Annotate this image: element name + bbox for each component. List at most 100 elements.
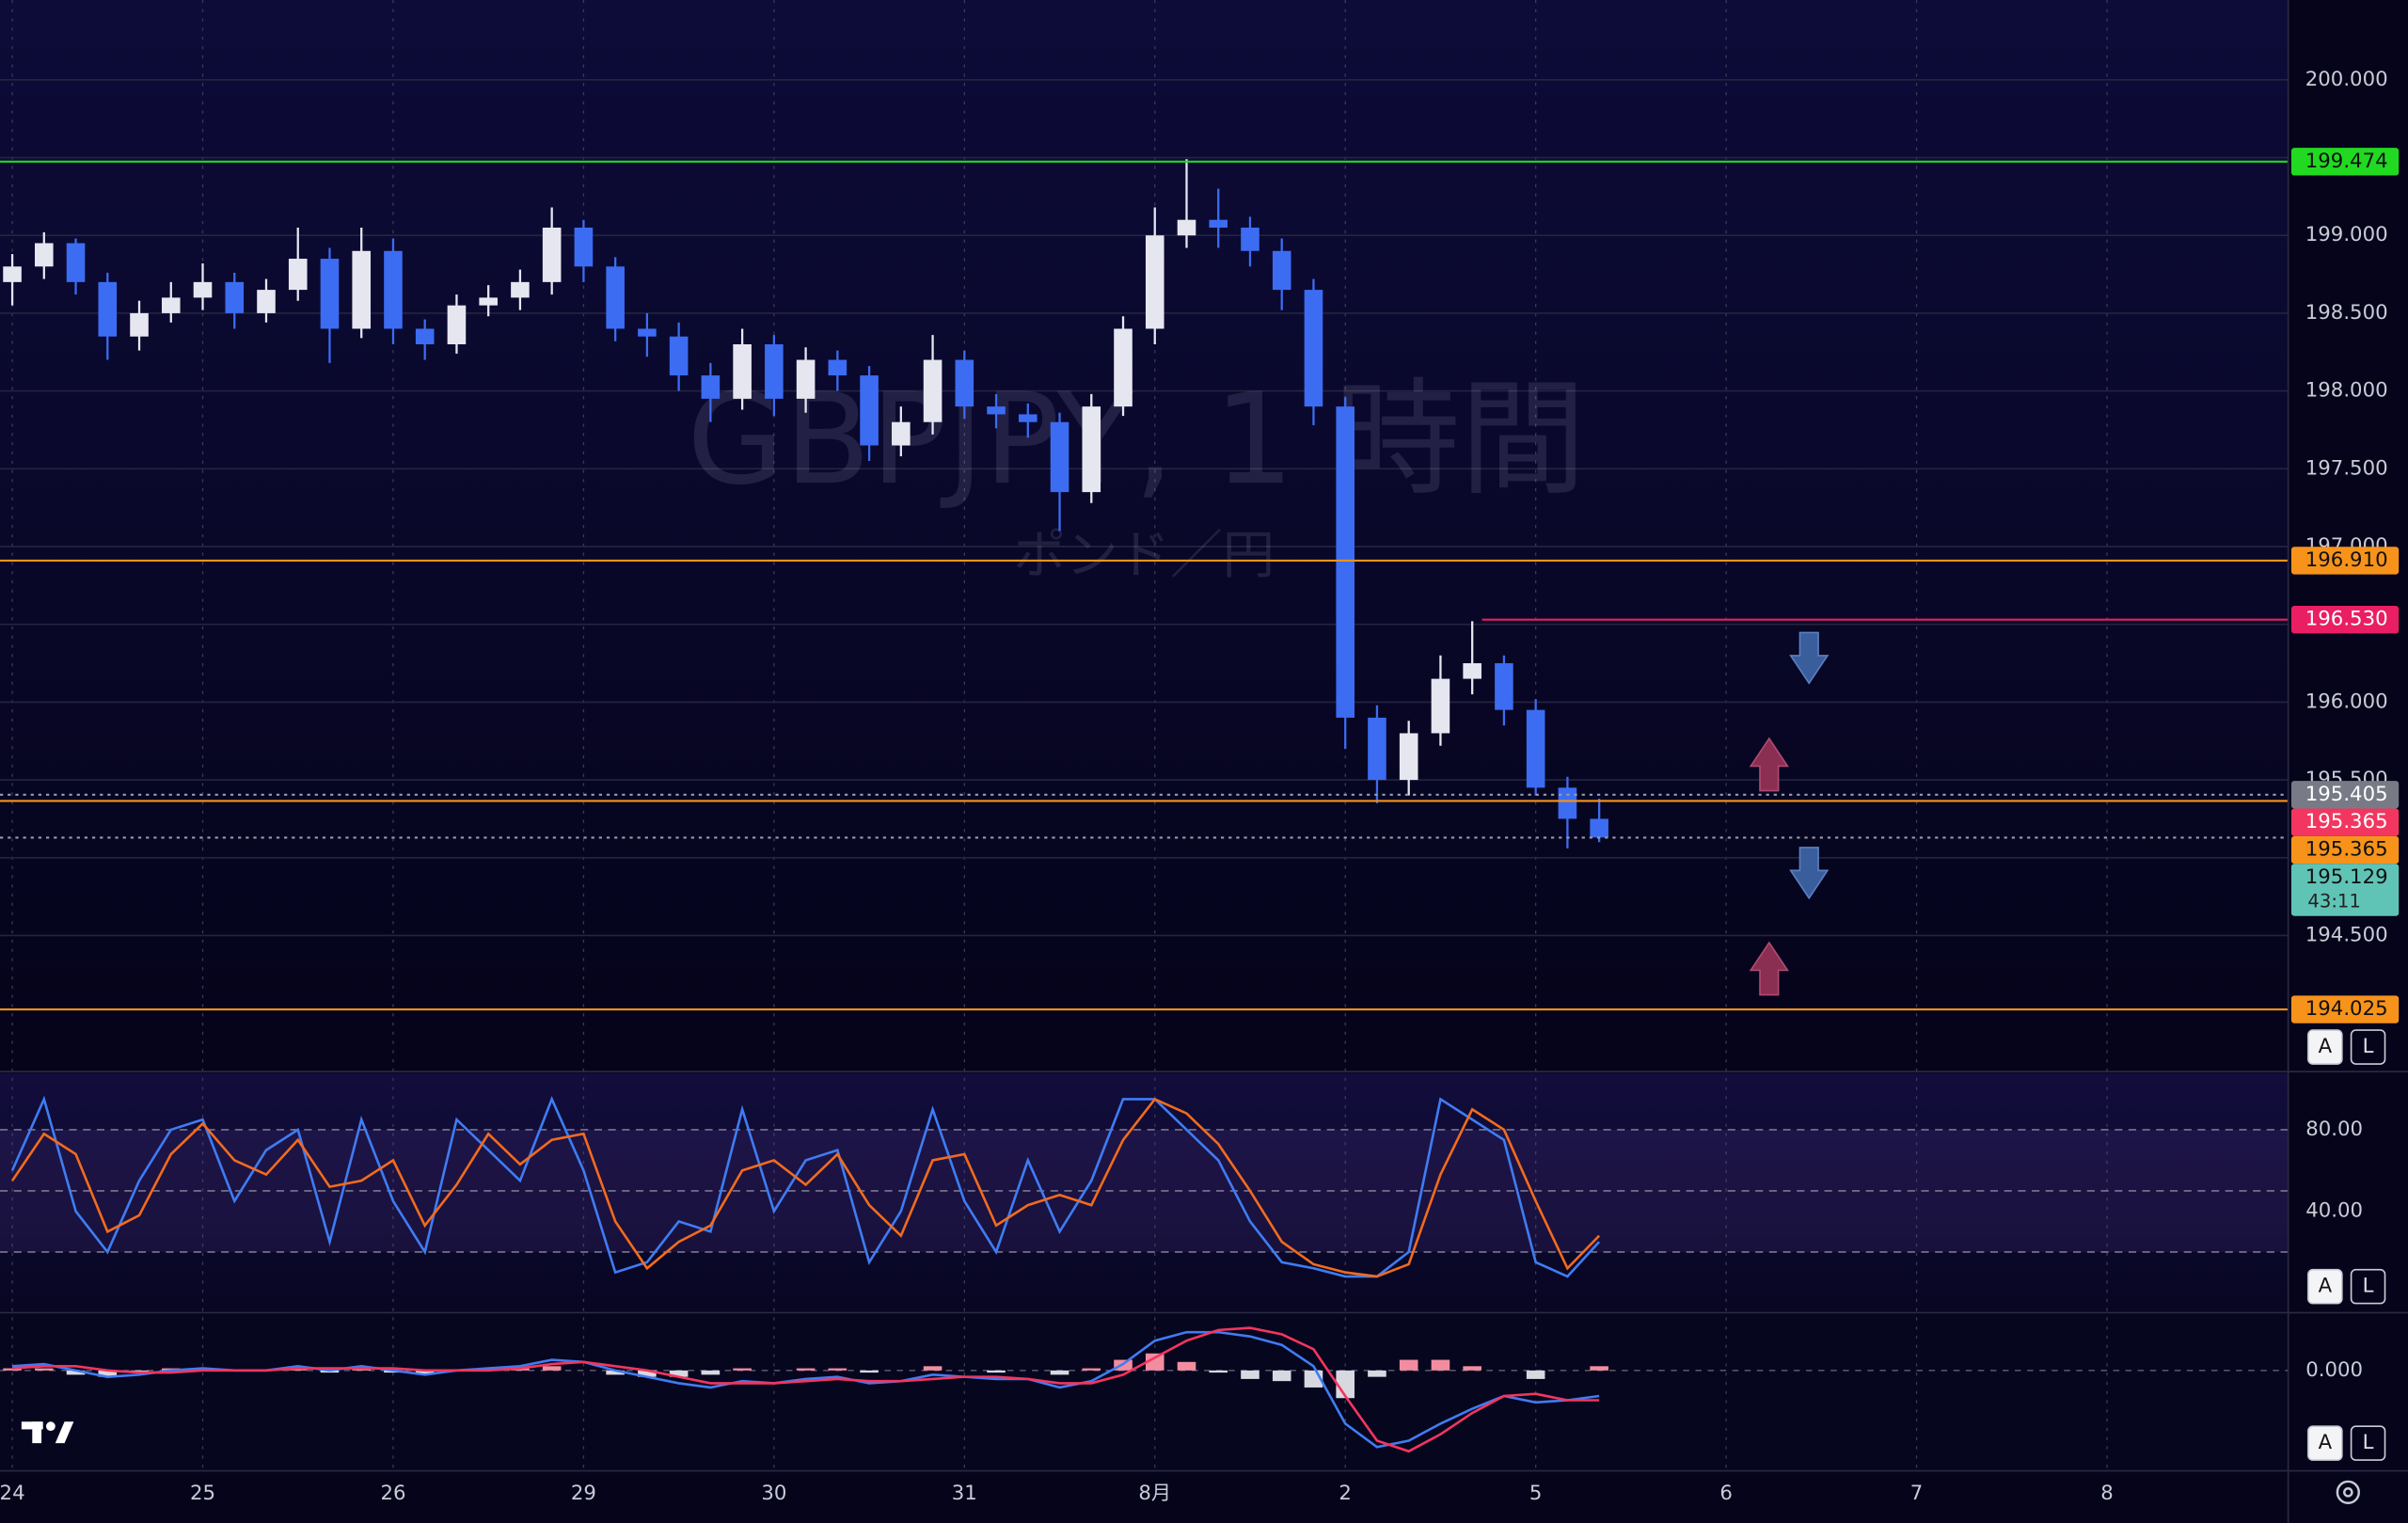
logo-part [32,1421,42,1444]
scale-button-label[interactable]: A [2319,1035,2333,1058]
stoch-band [0,1129,2289,1252]
candle-body [257,290,276,313]
x-tick-label: 29 [571,1482,596,1505]
candle-body [987,406,1006,415]
histogram-bar [701,1370,721,1375]
price-axis [2288,0,2408,1471]
candle-body [447,305,467,344]
histogram-bar [923,1366,943,1371]
logo-part [45,1421,55,1432]
x-tick-label: 25 [190,1482,215,1505]
scale-button[interactable] [2350,1268,2386,1305]
histogram-bar [1431,1359,1450,1371]
candle-body [892,421,911,446]
scale-button[interactable] [2307,1425,2343,1461]
price-label: 195.365 [2305,838,2388,862]
candle-body [288,259,308,291]
candle-body [161,297,181,313]
scale-button[interactable] [2350,1029,2386,1065]
candle-body [955,359,974,407]
y-tick-label: 0.000 [2305,1358,2363,1382]
indicator-line [10,1097,1601,1278]
x-tick-label: 5 [1529,1482,1543,1505]
candle-body [384,250,403,329]
price-label-bg [2290,995,2400,1023]
candle-body [638,328,657,337]
y-tick-label: 199.000 [2305,223,2388,246]
candle-body [1304,290,1323,407]
histogram-bar [1399,1359,1418,1371]
price-label: 199.474 [2305,150,2388,173]
x-tick-label: 6 [1719,1482,1733,1505]
candle-body [796,359,816,399]
candle-body [1082,406,1101,493]
candle-body [35,243,54,267]
settings-center[interactable] [2343,1487,2353,1498]
candle-body [130,312,149,337]
candle-body [1145,235,1164,329]
scale-button[interactable] [2350,1425,2386,1461]
price-label: 196.910 [2305,548,2388,572]
histogram-bar [1145,1353,1164,1371]
histogram-bar [1177,1361,1196,1371]
candle-body [1018,414,1038,422]
histogram-bar [1082,1368,1101,1371]
candle-body [1241,227,1259,251]
y-tick-label: 40.00 [2305,1199,2363,1223]
candle-body [1495,663,1513,710]
histogram-bar [606,1370,625,1375]
histogram-bar [1209,1370,1228,1373]
signal-arrows [1749,631,1830,996]
candle-body [701,375,721,399]
histogram-bar [638,1370,657,1377]
histogram-bar [1050,1370,1069,1375]
scale-button-label[interactable]: A [2319,1431,2333,1454]
histogram-bar [987,1370,1006,1373]
up-arrow [1749,737,1789,792]
candle-body [3,266,22,282]
up-arrow [1749,941,1789,996]
price-label-bg [2290,606,2400,634]
histogram-bar [1590,1366,1608,1371]
scale-button-label[interactable]: L [2363,1035,2374,1058]
histogram-bar [542,1366,562,1371]
price-label: 194.025 [2305,997,2388,1021]
axes: 2425262930318月25678194.500195.000195.500… [0,68,2400,1505]
scale-button-label[interactable]: L [2363,1431,2374,1454]
price-label-bg [2290,148,2400,176]
candle-body [1336,406,1354,718]
scale-button[interactable] [2307,1268,2343,1305]
candle-body [1399,733,1418,781]
macd-pane [0,1314,2289,1471]
x-tick-label: 24 [0,1482,25,1505]
y-tick-label: 194.500 [2305,923,2388,946]
candle-body [479,297,498,306]
settings-icon[interactable] [2336,1480,2360,1505]
candle-body [574,227,594,267]
price-label-bg [2290,808,2400,836]
price-label-bg [2290,864,2400,916]
price-label-bg [2290,835,2400,865]
scale-button-label[interactable]: A [2319,1275,2333,1298]
price-label: 195.405 [2305,783,2388,806]
logo-part [55,1421,74,1444]
histogram-bar [415,1370,435,1375]
y-tick-label: 80.00 [2305,1118,2363,1141]
candle-body [98,281,118,337]
candle-body [923,359,943,422]
price-pane [0,0,2289,1072]
x-tick-label: 7 [1910,1482,1924,1505]
candle-body [1431,678,1450,734]
scale-button-label[interactable]: L [2363,1275,2374,1298]
scale-button[interactable] [2307,1029,2343,1065]
candle-body [320,259,340,329]
y-tick-label: 196.000 [2305,690,2388,713]
candle-body [1209,219,1228,228]
indicator-line [11,1326,1600,1453]
y-tick-label: 198.000 [2305,379,2388,403]
y-tick-label: 197.500 [2305,456,2388,480]
settings-gear[interactable] [2336,1480,2360,1505]
candle-body [415,328,435,344]
histogram-bar [1368,1370,1386,1377]
